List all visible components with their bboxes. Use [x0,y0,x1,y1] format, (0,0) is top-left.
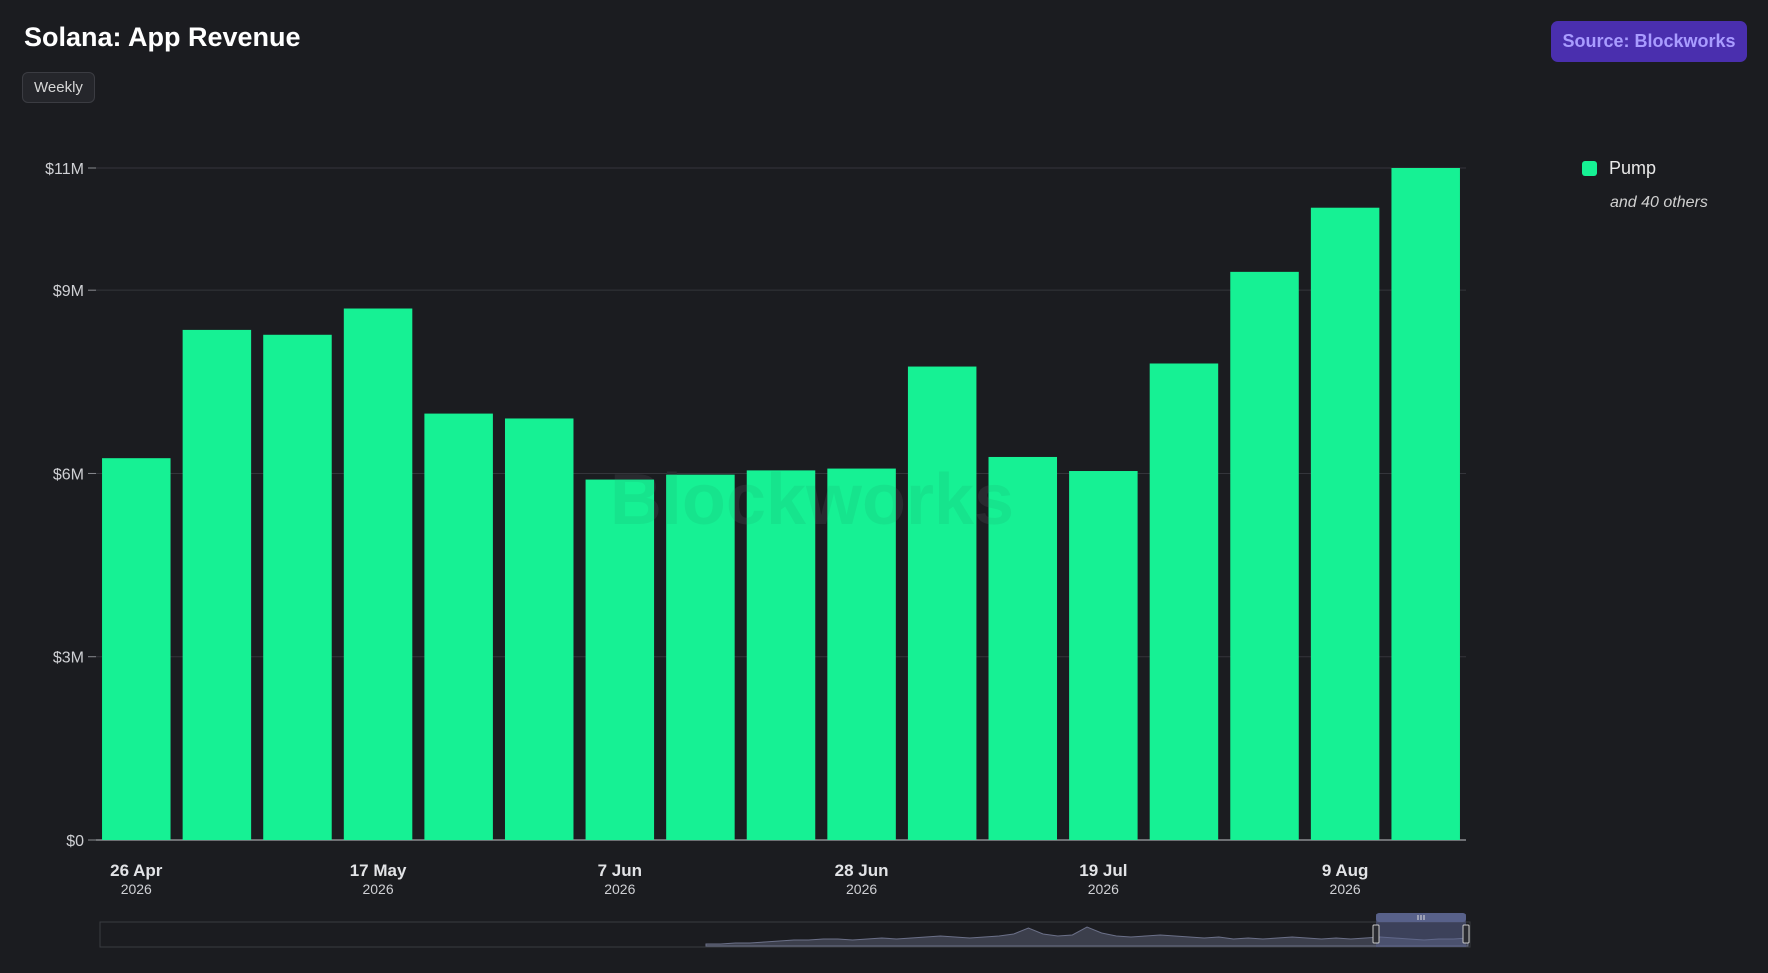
y-tick-label: $0 [66,833,84,850]
bar[interactable] [424,413,493,840]
interval-selector-button[interactable]: Weekly [22,72,95,103]
bar[interactable] [1230,271,1299,840]
bar[interactable] [504,418,574,840]
x-tick-label: 26 Apr [110,861,163,880]
x-tick-label: 7 Jun [598,861,642,880]
bar[interactable] [907,366,977,840]
source-button[interactable]: Source: Blockworks [1551,21,1747,62]
bars: Blockworks [102,168,1460,840]
bar[interactable] [585,479,655,840]
bar[interactable] [182,329,252,840]
x-tick-sublabel: 2026 [362,881,393,897]
navigator-track [99,921,1471,948]
x-tick-label: 28 Jun [835,861,889,880]
bar[interactable] [746,470,816,840]
bar[interactable] [1069,471,1138,840]
x-tick-label: 19 Jul [1079,861,1127,880]
bar[interactable] [827,468,896,840]
navigator-handle-right[interactable] [1462,924,1470,944]
y-axis-ticks: $0 $3M $6M $9M $11M [45,161,96,850]
watermark-overlay: Blockworks [610,460,1014,540]
chart-title: Solana: App Revenue [24,22,301,52]
y-tick-label: $6M [53,466,84,483]
navigator-handle-left[interactable] [1372,924,1380,944]
legend: Pump and 40 others [1582,158,1708,212]
x-tick-label: 9 Aug [1322,861,1369,880]
bar[interactable] [1149,363,1219,840]
legend-label: Pump [1609,158,1657,178]
y-tick-label: $9M [53,283,84,300]
y-tick-label: $3M [53,650,84,667]
legend-more-label: and 40 others [1610,194,1708,211]
bar[interactable] [666,474,735,840]
x-tick-sublabel: 2026 [604,881,635,897]
bar[interactable] [1310,207,1380,840]
x-tick-sublabel: 2026 [846,881,877,897]
bar[interactable] [343,308,413,840]
bar[interactable] [102,458,171,840]
x-tick-sublabel: 2026 [1330,881,1361,897]
x-tick-sublabel: 2026 [1088,881,1119,897]
x-tick-sublabel: 2026 [121,881,152,897]
bar[interactable] [988,456,1058,840]
bar[interactable] [263,334,332,840]
legend-item-pump[interactable]: Pump [1582,158,1708,179]
x-tick-label: 17 May [350,861,407,880]
y-tick-label: $11M [45,161,84,178]
bar[interactable] [1391,168,1460,840]
legend-swatch [1582,161,1597,176]
navigator-series [705,926,1469,947]
range-navigator[interactable] [99,913,1471,948]
